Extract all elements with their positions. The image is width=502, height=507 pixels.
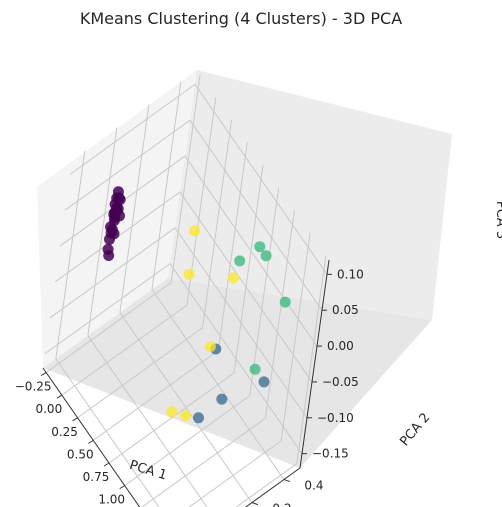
grid-line-x (108, 372, 235, 464)
y-tick (251, 502, 259, 506)
y-tick (283, 479, 291, 483)
x-tick (56, 394, 63, 399)
grid-line-y (119, 104, 150, 313)
z-tick-label: 0.10 (337, 267, 364, 281)
grid-line-x (45, 282, 172, 373)
x-tick-label: −0.25 (15, 380, 52, 394)
z-axis-label: PCA 3 (493, 201, 502, 239)
grid-line-z (64, 119, 191, 211)
grid-line-z (179, 191, 313, 383)
grid-line-z (194, 84, 328, 275)
grid-line-z (49, 227, 176, 319)
grid-line-x (77, 327, 203, 419)
grid-line-x (124, 395, 251, 487)
x-tick (119, 485, 125, 490)
grid-line-x (296, 255, 327, 464)
cluster-1-point (258, 376, 270, 388)
grid-lines (44, 74, 328, 507)
cluster-2-point (279, 296, 291, 308)
x-tick-label: 0.00 (35, 402, 62, 416)
cluster-3-point (204, 341, 216, 352)
x-tick (88, 439, 94, 444)
grid-line-y (119, 312, 253, 503)
axes-lines (40, 259, 332, 507)
z-axis-line (299, 259, 330, 469)
cluster-2-point (260, 250, 272, 262)
y-tick-label: 0.4 (304, 479, 323, 493)
cluster-0-point (106, 224, 118, 236)
grid-line-x (249, 187, 280, 396)
grid-line-x (202, 119, 233, 328)
grid-line-z (189, 119, 323, 311)
y-axis-line (244, 467, 301, 507)
grid-line-x (233, 164, 264, 374)
grid-line-y (87, 335, 208, 507)
grid-line-z (184, 155, 318, 347)
cluster-3-point (166, 406, 178, 418)
y-tick-label: 0.2 (272, 502, 291, 507)
x-tick-label: 0.25 (51, 425, 78, 439)
grid-line-y (87, 127, 118, 336)
cluster-3-point (180, 410, 191, 422)
y-axis-label: PCA 2 (397, 410, 433, 449)
x-tick-label: 0.75 (83, 470, 110, 484)
x-tick-label: 0.50 (67, 447, 94, 461)
cluster-2-point (234, 255, 246, 267)
grid-line-x (170, 74, 201, 283)
grid-line-x (92, 349, 219, 441)
grid-line-x (188, 440, 282, 507)
cluster-1-point (193, 412, 204, 424)
x-axis-line (42, 367, 141, 507)
grid-line-x (61, 304, 188, 396)
grid-line-y (151, 289, 285, 480)
tick-labels: −0.250.000.250.500.751.001.251.501.75−0.… (15, 267, 364, 507)
cluster-0-point (114, 210, 125, 222)
grid-line-x (280, 232, 311, 441)
grid-line-x (217, 142, 248, 351)
grid-line-z (44, 263, 171, 355)
grid-line-x (141, 417, 266, 507)
data-points (102, 186, 291, 424)
cluster-3-point (228, 272, 239, 284)
cluster-1-point (216, 393, 228, 405)
grid-line-z (69, 83, 196, 175)
cluster-2-point (249, 363, 261, 375)
cluster-2-point (254, 241, 266, 253)
cluster-3-point (189, 225, 201, 237)
z-tick-label: 0.00 (327, 339, 354, 353)
grid-line-y (151, 81, 182, 290)
grid-line-x (264, 210, 295, 419)
grid-line-y (55, 150, 86, 359)
cluster-0-point (114, 194, 126, 206)
x-tick (72, 417, 78, 422)
grid-line-z (169, 263, 303, 454)
cluster-0-point (103, 250, 115, 261)
z-tick-label: −0.15 (312, 447, 349, 461)
cluster-3-point (183, 268, 195, 280)
grid-line-y (55, 358, 160, 507)
x-tick (40, 372, 47, 376)
z-tick-label: 0.05 (332, 303, 359, 317)
chart-title: KMeans Clustering (4 Clusters) - 3D PCA (80, 9, 402, 28)
x-tick (103, 462, 110, 467)
grid-line-z (174, 227, 308, 419)
z-tick-label: −0.05 (322, 375, 359, 389)
z-tick-label: −0.10 (317, 411, 354, 425)
x-tick-label: 1.00 (98, 493, 125, 507)
grid-line-x (235, 463, 298, 507)
pane-floor (43, 278, 432, 468)
